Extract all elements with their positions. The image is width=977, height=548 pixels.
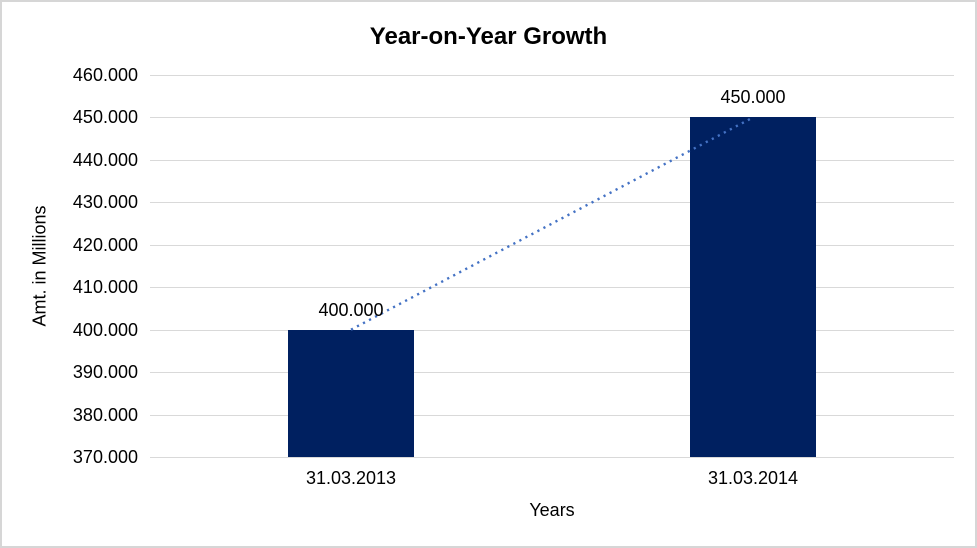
gridline: [150, 244, 954, 246]
x-tick-label: 31.03.2014: [707, 468, 799, 488]
gridline: [150, 329, 954, 331]
gridline: [150, 414, 954, 416]
y-axis-title: Amt. in Millions: [29, 205, 50, 327]
bar: [288, 329, 414, 457]
y-tick-label: 430.000: [72, 192, 138, 213]
y-tick-label: 380.000: [72, 404, 138, 425]
gridline: [150, 287, 954, 289]
bar-data-label: 450.000: [720, 87, 786, 108]
gridline: [150, 159, 954, 161]
gridline: [150, 202, 954, 204]
bar-data-label: 400.000: [318, 299, 384, 320]
y-tick-label: 410.000: [72, 277, 138, 298]
y-tick-label: 440.000: [72, 149, 138, 170]
y-tick-label: 420.000: [72, 234, 138, 255]
y-tick-label: 450.000: [72, 107, 138, 128]
gridline: [150, 457, 954, 458]
chart-title: Year-on-Year Growth: [369, 23, 608, 50]
gridline: [150, 75, 954, 76]
trendline: [350, 116, 754, 331]
y-tick-label: 460.000: [72, 65, 138, 85]
gridline: [150, 372, 954, 374]
bar: [690, 117, 816, 457]
x-axis-title: Years: [529, 500, 575, 520]
gridline: [150, 117, 954, 119]
plot-area: 400.000 450.000: [150, 75, 954, 458]
y-tick-label: 400.000: [72, 319, 138, 340]
y-tick-label: 390.000: [72, 362, 138, 383]
y-tick-label: 370.000: [72, 447, 138, 467]
x-tick-label: 31.03.2013: [305, 468, 397, 488]
